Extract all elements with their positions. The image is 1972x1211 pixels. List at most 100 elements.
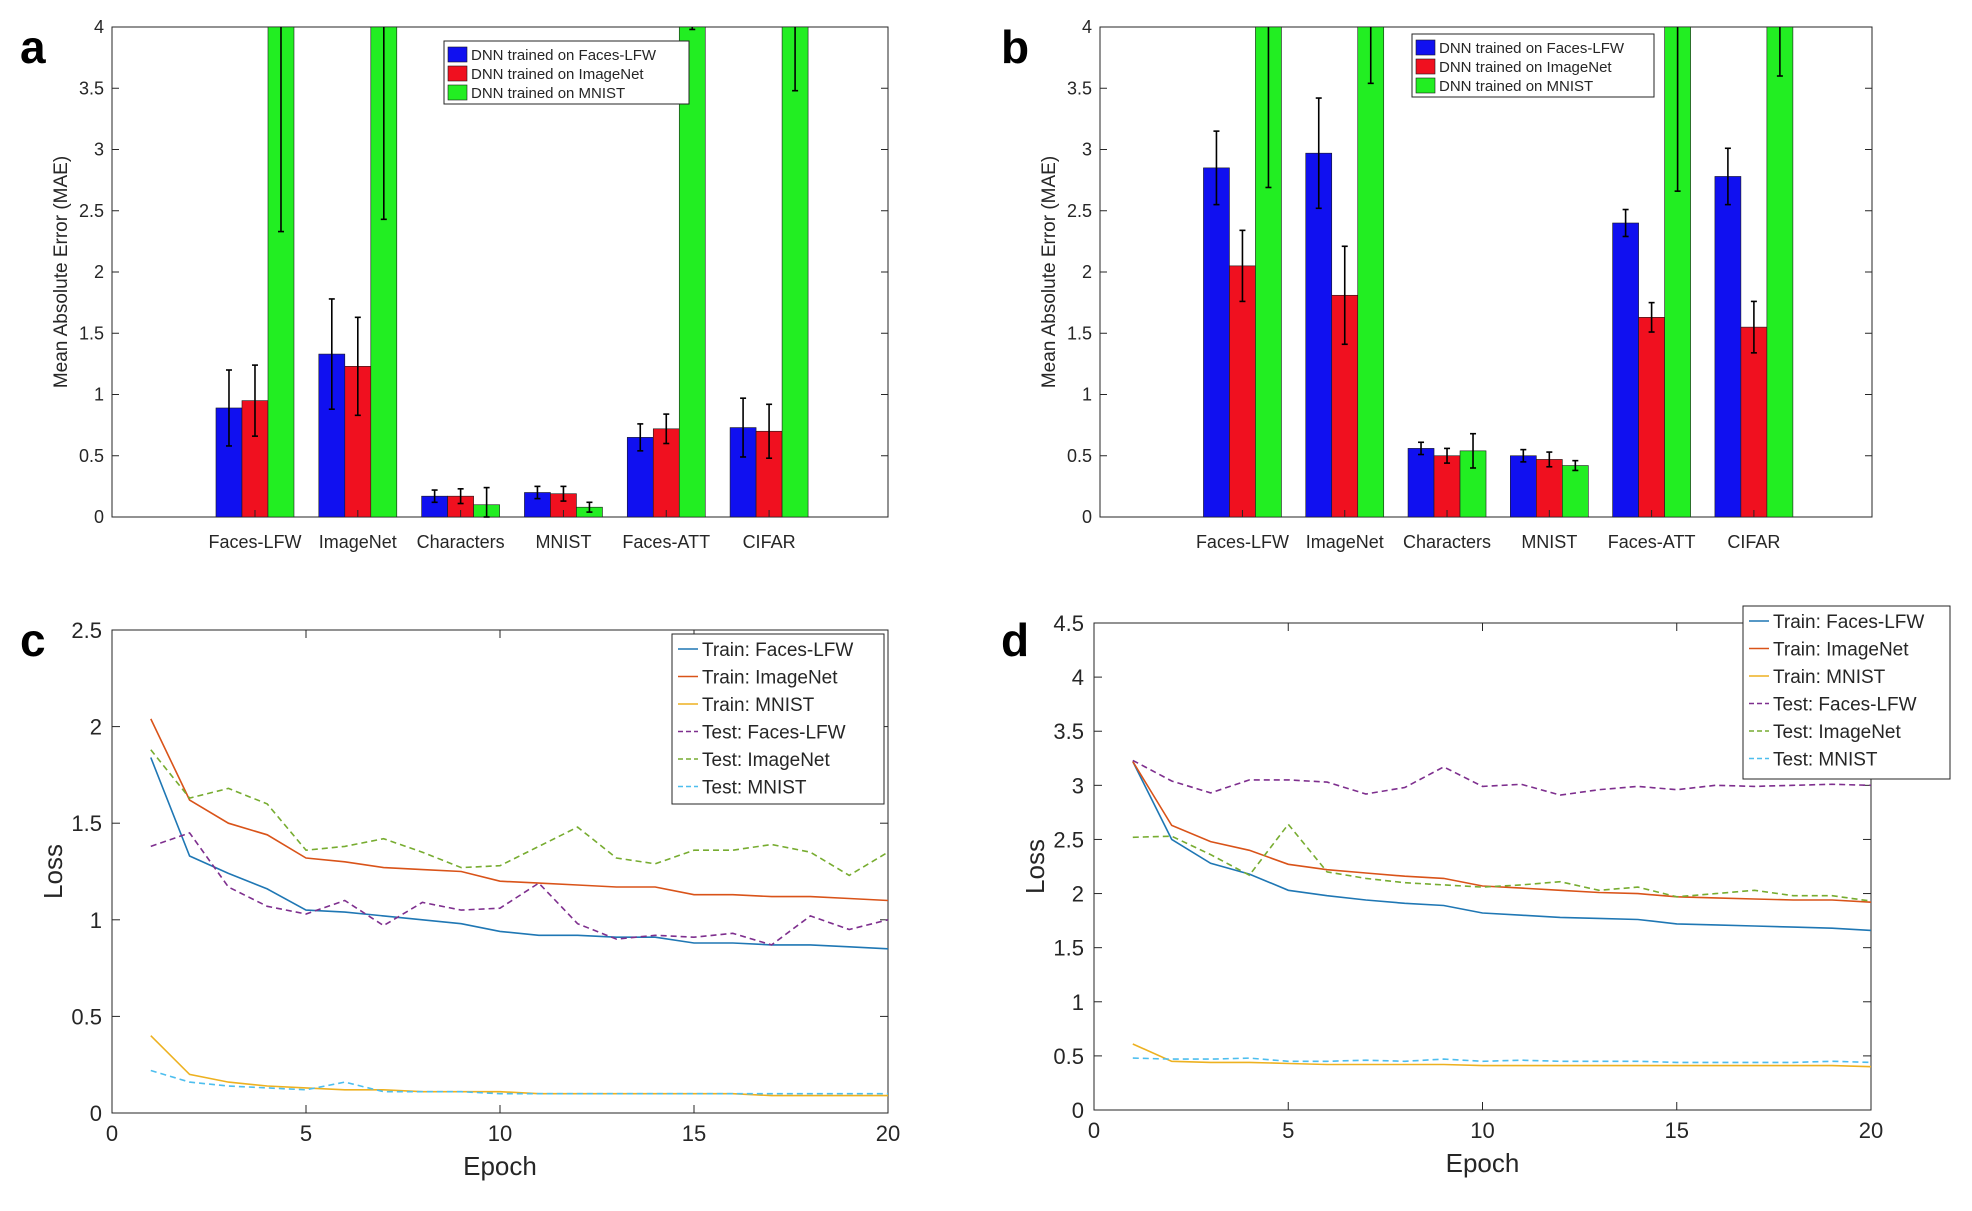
x-tick-label: CIFAR — [743, 532, 796, 552]
y-tick-label: 3.5 — [1067, 78, 1092, 98]
legend-label: DNN trained on Faces-LFW — [1439, 40, 1625, 57]
legend-label: Test: MNIST — [1773, 750, 1878, 771]
bar — [781, 26, 809, 518]
series-line — [1132, 823, 1872, 902]
x-tick-label: 15 — [682, 1121, 706, 1146]
bar — [1714, 176, 1742, 518]
y-tick-label: 2.5 — [1053, 827, 1084, 852]
legend-swatch — [1415, 77, 1436, 94]
y-tick-label: 2 — [1072, 882, 1084, 907]
x-tick-label: ImageNet — [1306, 532, 1384, 552]
x-tick-label: 0 — [1088, 1118, 1100, 1143]
x-axis-label: Epoch — [463, 1151, 537, 1181]
y-tick-label: 4 — [94, 17, 104, 37]
y-tick-label: 0 — [1082, 507, 1092, 527]
bar — [678, 26, 706, 518]
y-tick-label: 1 — [94, 385, 104, 405]
bar — [1612, 222, 1639, 518]
x-tick-label: 20 — [1859, 1118, 1883, 1143]
y-tick-label: 3 — [94, 140, 104, 160]
legend — [1411, 33, 1655, 98]
bar — [1638, 317, 1665, 518]
panel-letter-b: b — [1001, 21, 1030, 73]
legend-label: DNN trained on Faces-LFW — [471, 47, 657, 64]
y-tick-label: 3 — [1082, 140, 1092, 160]
y-tick-label: 1.5 — [1067, 323, 1092, 343]
series-line — [150, 757, 889, 950]
panel-a: a 0 0.5 1 1.5 2 2.5 3 3.5 4 Mean Absolute Error (… — [0, 0, 986, 603]
y-tick-label: 1.5 — [1053, 936, 1084, 961]
chart-b-bar: 0 0.5 1 1.5 2 2.5 3 3.5 4 Mean Absolute Error (MA… — [1039, 17, 1873, 552]
y-tick-label: 0 — [94, 507, 104, 527]
bar — [1510, 455, 1537, 518]
legend-label: DNN trained on MNIST — [471, 85, 625, 102]
y-tick-label: 4 — [1082, 17, 1092, 37]
y-tick-label: 0.5 — [1053, 1044, 1084, 1069]
panel-d: d 0 0.5 1 1.5 2 2.5 3 3.5 4 4.5 0 5 10 15 20 Epoch Loss T… — [986, 603, 1972, 1206]
x-tick-label: CIFAR — [1727, 532, 1780, 552]
legend-label: Train: Faces-LFW — [702, 640, 853, 661]
series-line — [150, 831, 889, 946]
x-tick-label: 10 — [1470, 1118, 1494, 1143]
y-axis-label: Mean Absolute Error (MAE) — [51, 156, 72, 388]
y-tick-label: 1 — [1082, 385, 1092, 405]
panel-letter-a: a — [20, 21, 46, 73]
x-tick-label: Characters — [417, 532, 505, 552]
x-tick-label: Faces-ATT — [622, 532, 710, 552]
y-tick-label: 3.5 — [1053, 719, 1084, 744]
y-tick-label: 2.5 — [1067, 201, 1092, 221]
chart-a-bar: 0 0.5 1 1.5 2 2.5 3 3.5 4 Mean Absolute Error (MA… — [51, 17, 889, 552]
y-axis-label: Loss — [1020, 839, 1050, 894]
y-tick-label: 2 — [1082, 262, 1092, 282]
series-line — [150, 1069, 888, 1095]
legend — [671, 633, 885, 805]
y-tick-label: 0 — [1072, 1098, 1084, 1123]
y-tick-label: 2.5 — [71, 618, 102, 643]
legend-swatch — [447, 84, 468, 101]
y-tick-label: 0 — [90, 1101, 102, 1126]
y-tick-label: 1 — [1072, 990, 1084, 1015]
legend-label: Test: MNIST — [702, 778, 807, 799]
legend-label: Train: ImageNet — [702, 668, 838, 689]
y-tick-label: 3 — [1072, 773, 1084, 798]
legend — [443, 40, 690, 105]
legend-swatch — [447, 46, 468, 63]
legend-swatch — [447, 65, 468, 82]
series-line — [1132, 759, 1872, 796]
legend — [1742, 605, 1951, 780]
legend-label: DNN trained on MNIST — [1439, 78, 1593, 95]
y-tick-label: 1 — [90, 908, 102, 933]
bar — [1229, 265, 1256, 518]
bar — [1433, 455, 1461, 518]
bar — [1766, 26, 1794, 518]
y-tick-label: 1.5 — [71, 811, 102, 836]
y-axis-label: Mean Absolute Error (MAE) — [1039, 156, 1060, 388]
y-tick-label: 0.5 — [1067, 446, 1092, 466]
series-line — [150, 1035, 888, 1097]
x-tick-label: 10 — [488, 1121, 512, 1146]
x-tick-label: 15 — [1665, 1118, 1689, 1143]
legend-label: Test: ImageNet — [702, 750, 830, 771]
y-tick-label: 4.5 — [1053, 611, 1084, 636]
y-tick-label: 0.5 — [71, 1004, 102, 1029]
chart-d-line: 0 0.5 1 1.5 2 2.5 3 3.5 4 4.5 0 5 10 15 20 Epoch Loss Tra… — [1020, 605, 1951, 1178]
x-tick-label: 5 — [1282, 1118, 1294, 1143]
series-line — [150, 749, 889, 877]
chart-c-line: 0 0.5 1 1.5 2 2.5 0 5 10 15 20 Epoch Loss Train: Face… — [38, 618, 900, 1181]
bar — [1740, 326, 1768, 518]
x-tick-label: Faces-LFW — [1196, 532, 1289, 552]
legend-label: Test: Faces-LFW — [1773, 695, 1917, 716]
legend-swatch — [1415, 39, 1436, 56]
legend-label: DNN trained on ImageNet — [1439, 59, 1612, 76]
y-tick-label: 2 — [94, 262, 104, 282]
x-tick-label: Faces-ATT — [1608, 532, 1696, 552]
y-axis-label: Loss — [38, 844, 68, 899]
legend-label: Train: Faces-LFW — [1773, 612, 1924, 633]
x-tick-label: 20 — [876, 1121, 900, 1146]
x-tick-label: Faces-LFW — [208, 532, 301, 552]
panel-letter-d: d — [1001, 614, 1030, 666]
bar — [1357, 26, 1385, 518]
legend-label: DNN trained on ImageNet — [471, 66, 644, 83]
x-tick-label: Characters — [1403, 532, 1491, 552]
series-line — [1132, 761, 1872, 932]
